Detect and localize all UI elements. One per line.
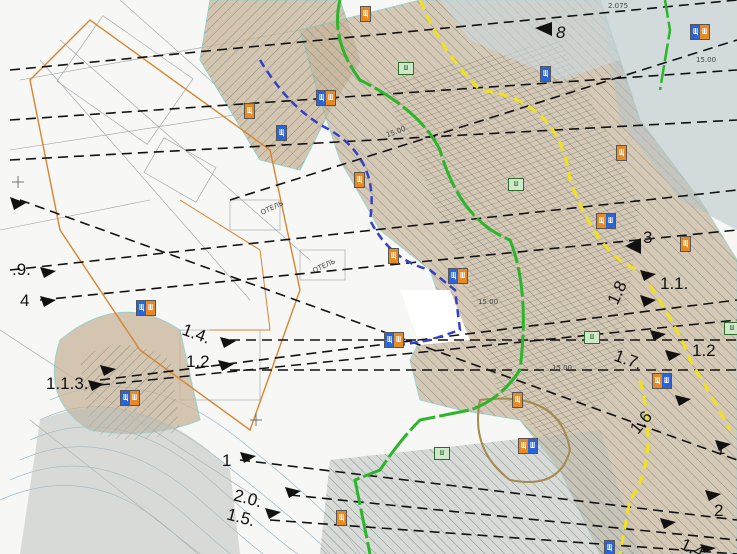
parcel-boundary xyxy=(29,19,301,432)
geology-badge[interactable]: Щ xyxy=(604,540,615,554)
profile-label-8: 8 xyxy=(556,23,566,42)
elevation-label: 15.00 xyxy=(552,364,573,372)
geology-badge[interactable]: Щ xyxy=(388,248,399,264)
green-boundary xyxy=(336,0,525,554)
elevation-label: 2.075 xyxy=(608,2,629,10)
hazard-zones xyxy=(20,0,737,554)
green-geology-badge[interactable]: Ш xyxy=(724,322,737,335)
yellow-boundary xyxy=(418,0,732,554)
geology-badge[interactable]: Щ xyxy=(360,6,371,22)
geology-badge[interactable]: Щ xyxy=(512,392,523,408)
profile-label-1-bottom: 1 xyxy=(222,451,232,470)
green-geology-badge[interactable]: Ш xyxy=(508,178,524,191)
geology-badge[interactable]: Щ xyxy=(540,66,551,82)
profile-arrows xyxy=(10,22,731,553)
geology-badge[interactable]: Щ xyxy=(336,510,347,526)
profile-label-4: 4 xyxy=(20,291,30,310)
profile-label-9: .9. xyxy=(12,260,31,279)
profile-label-1-right: 1 xyxy=(716,439,726,458)
profile-label-1-2-right: 1.2 xyxy=(692,341,716,360)
green-geology-badge[interactable]: Ш xyxy=(584,331,600,344)
profile-label-2: 2 xyxy=(714,501,724,520)
elevation-label: 15.00 xyxy=(696,56,717,64)
geology-badge[interactable]: Щ xyxy=(680,236,691,252)
profile-label-1-2-left: 1.2 xyxy=(186,352,210,371)
geology-badge[interactable]: Щ xyxy=(244,103,255,119)
geology-badge[interactable]: Щ xyxy=(354,172,365,188)
green-geology-badge[interactable]: Ш xyxy=(434,447,450,460)
elevation-label: 15.00 xyxy=(478,298,499,306)
geology-badge[interactable]: Щ xyxy=(276,125,287,141)
profile-lines xyxy=(9,0,737,554)
profile-label-1-1: 1.1. xyxy=(660,274,689,293)
green-geology-badge[interactable]: Ш xyxy=(398,62,414,75)
geology-badge[interactable]: Щ xyxy=(616,145,627,161)
blue-boundary xyxy=(258,59,462,347)
profile-label-1-1-3: 1.1.3. xyxy=(46,374,89,393)
profile-label-3: 3 xyxy=(643,228,653,247)
